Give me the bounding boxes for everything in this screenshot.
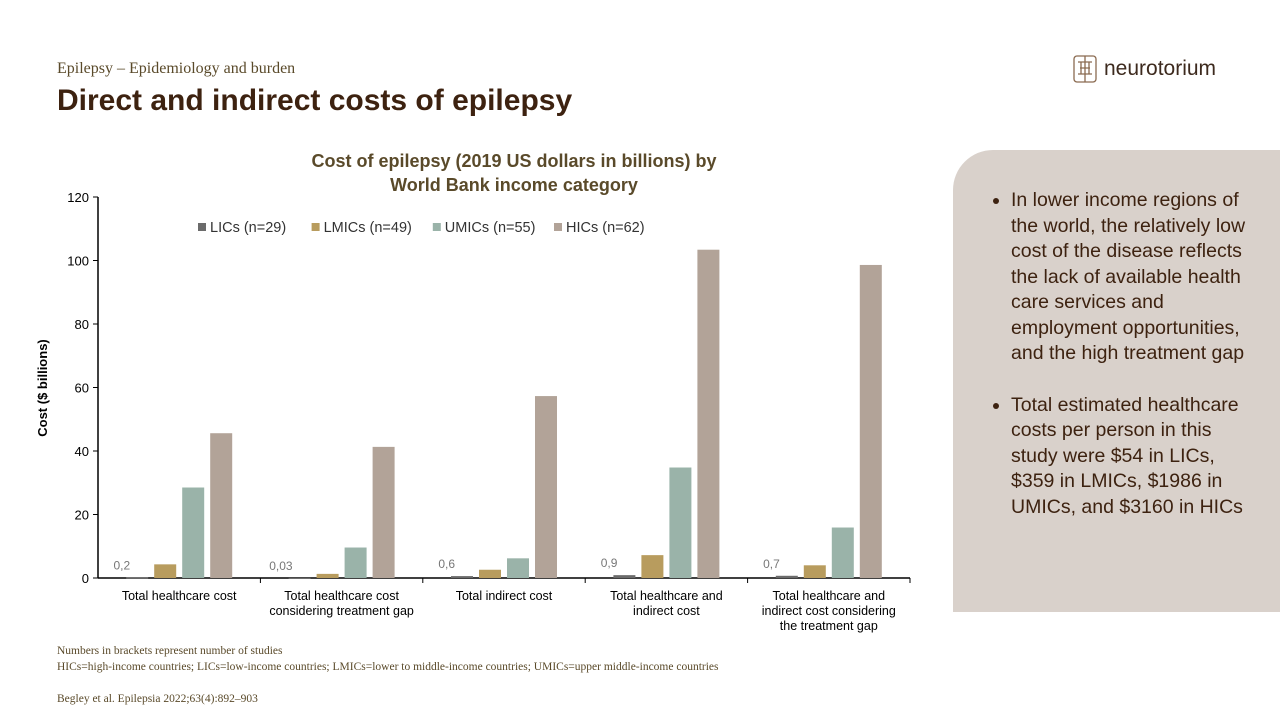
legend-swatch — [554, 223, 562, 231]
bar — [831, 527, 854, 578]
x-tick-label: Total healthcare and — [773, 589, 886, 603]
y-tick-label: 100 — [67, 254, 89, 269]
footnote: HICs=high-income countries; LICs=low-inc… — [57, 661, 719, 673]
page-title: Direct and indirect costs of epilepsy — [57, 84, 573, 117]
data-label: 0,7 — [763, 557, 780, 571]
x-tick-label: considering treatment gap — [269, 604, 414, 618]
bar — [697, 249, 720, 578]
x-tick-label: Total healthcare and — [610, 589, 723, 603]
y-tick-label: 0 — [82, 571, 89, 586]
bar — [288, 577, 311, 579]
chart-title: Cost of epilepsy (2019 US dollars in bil… — [311, 151, 716, 171]
legend-label: LICs (n=29) — [210, 220, 286, 236]
section-subtitle: Epilepsy – Epidemiology and burden — [57, 60, 296, 77]
bar — [372, 446, 395, 578]
brain-logo-icon — [1073, 55, 1097, 83]
y-axis-label: Cost ($ billions) — [35, 339, 50, 437]
bar — [641, 555, 664, 578]
bar — [451, 576, 473, 578]
chart-title: World Bank income category — [390, 175, 638, 195]
footnote: Numbers in brackets represent number of … — [57, 645, 283, 657]
x-tick-label: indirect cost — [633, 604, 700, 618]
x-tick-label: Total healthcare cost — [284, 589, 399, 603]
legend-swatch — [198, 223, 206, 231]
bar — [613, 575, 636, 578]
logo: neurotorium — [1072, 54, 1216, 84]
bar — [669, 467, 692, 578]
bar — [535, 396, 557, 578]
bar — [859, 264, 882, 578]
bullet-point: Total estimated healthcare costs per per… — [1011, 393, 1260, 521]
bar — [210, 433, 233, 578]
legend-label: UMICs (n=55) — [445, 220, 536, 236]
legend-swatch — [432, 223, 441, 231]
bullet-point: In lower income regions of the world, th… — [1011, 188, 1260, 367]
bar — [344, 547, 367, 578]
y-tick-label: 120 — [67, 190, 89, 205]
bar — [316, 573, 339, 578]
bar — [182, 487, 205, 578]
legend-swatch — [311, 223, 320, 231]
y-tick-label: 60 — [75, 381, 89, 396]
y-tick-label: 20 — [75, 508, 89, 523]
bar — [126, 577, 149, 579]
y-tick-label: 80 — [75, 317, 89, 332]
data-label: 0,2 — [114, 558, 131, 572]
x-tick-label: indirect cost considering — [762, 604, 896, 618]
bar — [479, 569, 501, 578]
x-tick-label: the treatment gap — [780, 619, 878, 633]
bar — [803, 565, 826, 578]
key-points-panel: In lower income regions of the world, th… — [953, 150, 1280, 612]
data-label: 0,03 — [269, 559, 293, 573]
bar-chart: Cost of epilepsy (2019 US dollars in bil… — [35, 151, 911, 633]
data-label: 0,9 — [601, 556, 618, 570]
y-tick-label: 40 — [75, 444, 89, 459]
bar — [507, 558, 529, 578]
x-tick-label: Total indirect cost — [456, 589, 553, 603]
data-label: 0,6 — [438, 557, 455, 571]
bar — [775, 575, 798, 578]
logo-text: neurotorium — [1104, 57, 1217, 80]
x-tick-label: Total healthcare cost — [122, 589, 237, 603]
citation: Begley et al. Epilepsia 2022;63(4):892–9… — [57, 693, 258, 705]
legend-label: LMICs (n=49) — [324, 220, 412, 236]
bar — [154, 564, 177, 578]
legend-label: HICs (n=62) — [566, 220, 645, 236]
